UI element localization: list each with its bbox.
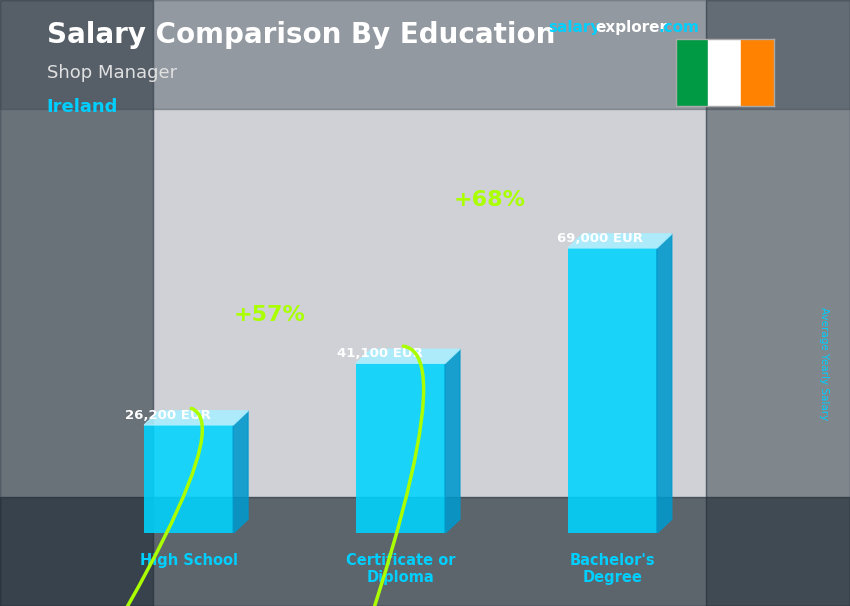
Bar [741, 39, 774, 106]
Bar [708, 39, 741, 106]
Text: Shop Manager: Shop Manager [47, 64, 177, 82]
Bar [0, 0, 153, 606]
Bar [568, 248, 657, 533]
Text: Average Yearly Salary: Average Yearly Salary [819, 307, 829, 420]
Bar [153, 0, 705, 606]
Text: explorer: explorer [595, 20, 667, 35]
Text: +57%: +57% [233, 305, 305, 325]
Text: Ireland: Ireland [47, 98, 118, 116]
Text: 69,000 EUR: 69,000 EUR [558, 231, 643, 245]
Text: salary: salary [548, 20, 601, 35]
Text: .com: .com [659, 20, 700, 35]
Bar [0, 497, 850, 606]
Text: 26,200 EUR: 26,200 EUR [125, 408, 211, 422]
Polygon shape [657, 234, 672, 533]
Text: Salary Comparison By Education: Salary Comparison By Education [47, 21, 555, 49]
Polygon shape [233, 411, 248, 533]
Polygon shape [568, 234, 672, 248]
Text: +68%: +68% [454, 190, 525, 210]
Bar [356, 364, 445, 533]
Text: 41,100 EUR: 41,100 EUR [337, 347, 423, 360]
Polygon shape [445, 349, 460, 533]
Bar [0, 0, 850, 109]
Bar [706, 0, 850, 606]
Bar [144, 425, 233, 533]
Polygon shape [144, 411, 248, 425]
Polygon shape [356, 349, 460, 364]
Bar [676, 39, 708, 106]
